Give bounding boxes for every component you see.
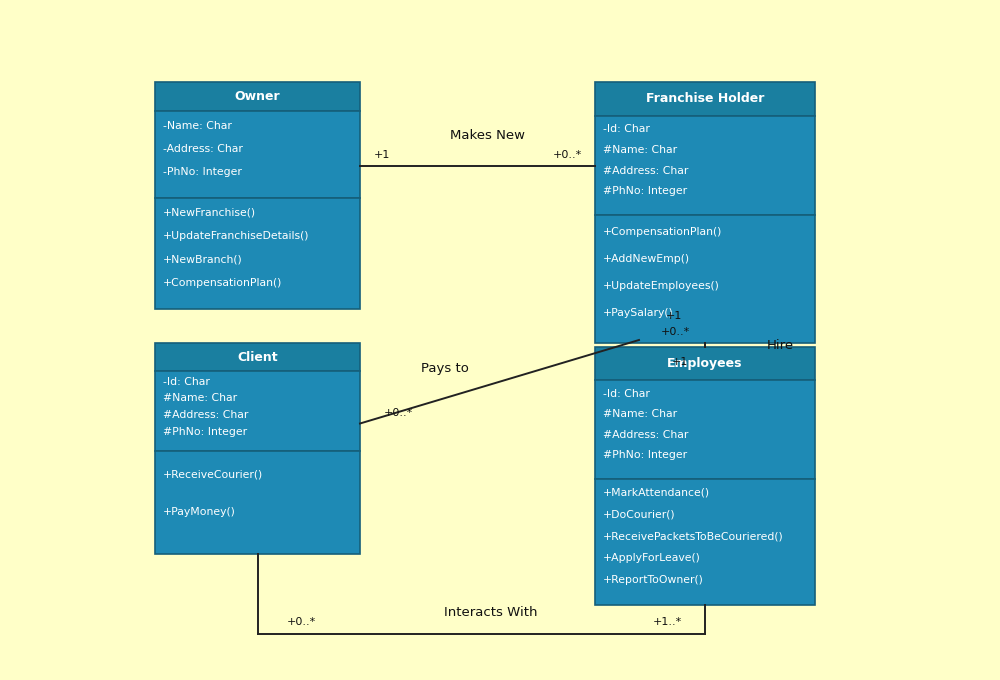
Text: +PaySalary(): +PaySalary() bbox=[603, 307, 674, 318]
Bar bbox=[155, 343, 360, 371]
Bar bbox=[595, 479, 815, 605]
Text: -Id: Char: -Id: Char bbox=[603, 124, 650, 134]
Text: +ReceiveCourier(): +ReceiveCourier() bbox=[163, 470, 263, 480]
Bar bbox=[155, 371, 360, 451]
Bar bbox=[595, 116, 815, 215]
Text: Employees: Employees bbox=[667, 357, 743, 370]
Text: Owner: Owner bbox=[235, 90, 280, 103]
Bar bbox=[155, 198, 360, 309]
Text: +1: +1 bbox=[374, 150, 390, 160]
Bar bbox=[595, 347, 815, 380]
Text: -Id: Char: -Id: Char bbox=[603, 389, 650, 398]
Text: +UpdateEmployees(): +UpdateEmployees() bbox=[603, 281, 720, 291]
Bar bbox=[595, 82, 815, 116]
Bar bbox=[155, 82, 360, 112]
Text: #PhNo: Integer: #PhNo: Integer bbox=[603, 450, 687, 460]
Text: +1: +1 bbox=[666, 311, 682, 321]
Text: #Address: Char: #Address: Char bbox=[603, 430, 688, 439]
Text: #Address: Char: #Address: Char bbox=[603, 165, 688, 175]
Text: +DoCourier(): +DoCourier() bbox=[603, 509, 676, 520]
Text: +0..*: +0..* bbox=[383, 408, 413, 418]
Text: -Id: Char: -Id: Char bbox=[163, 377, 210, 387]
Text: +UpdateFranchiseDetails(): +UpdateFranchiseDetails() bbox=[163, 231, 310, 241]
Text: +0..*: +0..* bbox=[660, 327, 690, 337]
Text: Client: Client bbox=[237, 351, 278, 364]
Text: +MarkAttendance(): +MarkAttendance() bbox=[603, 488, 710, 498]
Text: #PhNo: Integer: #PhNo: Integer bbox=[603, 186, 687, 197]
Text: #Address: Char: #Address: Char bbox=[163, 410, 248, 420]
Text: +1..*: +1..* bbox=[652, 617, 682, 626]
Text: +ReceivePacketsToBeCouriered(): +ReceivePacketsToBeCouriered() bbox=[603, 532, 784, 541]
Text: #Name: Char: #Name: Char bbox=[603, 409, 677, 419]
Text: Hire: Hire bbox=[766, 339, 794, 352]
Text: Makes New: Makes New bbox=[450, 129, 525, 142]
Text: #Name: Char: #Name: Char bbox=[163, 393, 237, 403]
Text: #PhNo: Integer: #PhNo: Integer bbox=[163, 427, 247, 437]
Bar bbox=[155, 112, 360, 198]
Text: +NewBranch(): +NewBranch() bbox=[163, 254, 243, 265]
Text: Pays to: Pays to bbox=[421, 362, 468, 375]
Text: -Address: Char: -Address: Char bbox=[163, 143, 243, 154]
Text: +PayMoney(): +PayMoney() bbox=[163, 507, 236, 517]
Text: +ReportToOwner(): +ReportToOwner() bbox=[603, 575, 704, 585]
Text: +1: +1 bbox=[672, 358, 688, 367]
Bar bbox=[155, 451, 360, 554]
Text: +CompensationPlan(): +CompensationPlan() bbox=[163, 277, 282, 288]
Text: +0..*: +0..* bbox=[287, 617, 316, 626]
Text: +NewFranchise(): +NewFranchise() bbox=[163, 208, 256, 218]
Text: #Name: Char: #Name: Char bbox=[603, 145, 677, 155]
Text: +AddNewEmp(): +AddNewEmp() bbox=[603, 254, 690, 265]
Text: +CompensationPlan(): +CompensationPlan() bbox=[603, 228, 722, 237]
Bar bbox=[595, 215, 815, 343]
Text: Franchise Holder: Franchise Holder bbox=[646, 92, 764, 105]
Bar bbox=[595, 380, 815, 479]
Text: Interacts With: Interacts With bbox=[444, 605, 538, 619]
Text: -PhNo: Integer: -PhNo: Integer bbox=[163, 167, 242, 177]
Text: -Name: Char: -Name: Char bbox=[163, 121, 232, 131]
Text: +ApplyForLeave(): +ApplyForLeave() bbox=[603, 554, 701, 563]
Text: +0..*: +0..* bbox=[552, 150, 582, 160]
